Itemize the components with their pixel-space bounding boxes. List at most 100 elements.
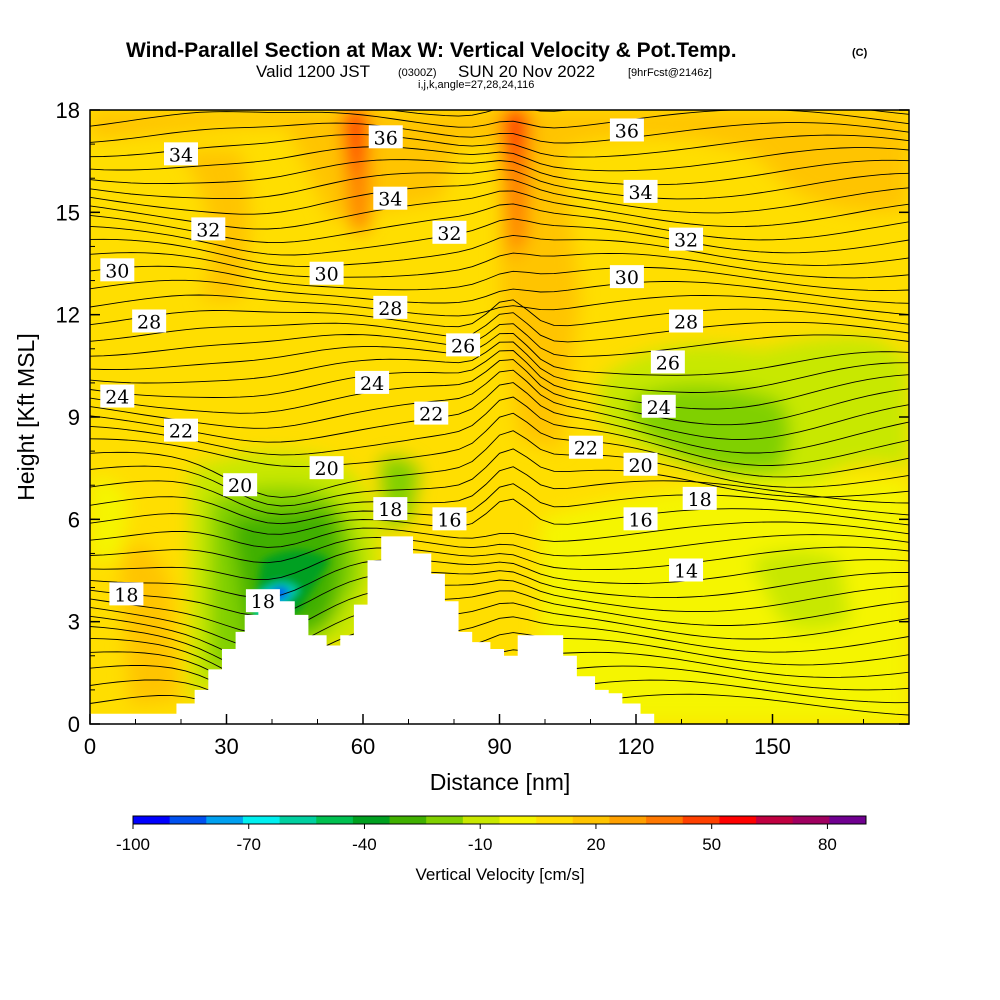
x-axis-label: Distance [nm] bbox=[430, 769, 571, 795]
contour-label-box bbox=[373, 295, 408, 319]
colorbar-frame bbox=[132, 815, 867, 825]
contour-line bbox=[90, 382, 909, 454]
contour-label-box bbox=[641, 394, 676, 418]
contour-label-box bbox=[650, 350, 685, 374]
contour-label-text: 22 bbox=[419, 404, 443, 426]
colorbar-label: Vertical Velocity [cm/s] bbox=[415, 865, 584, 884]
contour-label-box bbox=[191, 217, 226, 241]
contour-label-box bbox=[368, 125, 403, 149]
field-shading bbox=[90, 110, 909, 724]
contour-label-text: 22 bbox=[169, 421, 193, 443]
contour-line bbox=[90, 359, 909, 426]
contour-label: 34 bbox=[623, 179, 658, 204]
x-tick-label: 0 bbox=[84, 734, 96, 759]
colorbar-swatch bbox=[389, 816, 427, 824]
contour-label-text: 30 bbox=[615, 267, 639, 289]
contour-label-box bbox=[309, 456, 344, 480]
contour-label-box bbox=[109, 582, 144, 606]
contour-label-text: 36 bbox=[615, 120, 639, 142]
colorbar-swatch bbox=[756, 816, 794, 824]
contour-label-text: 34 bbox=[378, 189, 402, 211]
contour-line bbox=[90, 190, 909, 230]
colorbar-swatch bbox=[426, 816, 464, 824]
x-tick-label: 30 bbox=[214, 734, 238, 759]
colorbar-tick-label: 80 bbox=[818, 835, 837, 854]
contour-label-box bbox=[414, 401, 449, 425]
contour-label-box bbox=[100, 258, 135, 282]
contour-label: 30 bbox=[309, 261, 344, 286]
contour-label-box bbox=[373, 497, 408, 521]
contour-label: 36 bbox=[368, 125, 403, 149]
contour-line bbox=[90, 279, 909, 304]
colorbar-tick-label: -70 bbox=[236, 835, 261, 854]
contour-line bbox=[90, 498, 909, 535]
contour-label-text: 34 bbox=[169, 144, 193, 166]
y-tick-label: 0 bbox=[68, 712, 80, 737]
contour-label-text: 30 bbox=[105, 260, 129, 282]
contour-label: 24 bbox=[100, 384, 135, 409]
contour-labels: 34 36 36 34 34 32 32 32 30 30 30 28 28 28 26 26 24 24 24 22… bbox=[100, 118, 717, 613]
colorbar-swatch bbox=[536, 816, 574, 824]
contour-label-text: 30 bbox=[315, 264, 339, 286]
colorbar-swatch bbox=[206, 816, 244, 824]
contour-label: 18 bbox=[682, 486, 717, 511]
colorbar-swatch bbox=[609, 816, 647, 824]
contour-line bbox=[90, 299, 909, 328]
contour-label-text: 32 bbox=[674, 230, 698, 252]
contour-line bbox=[90, 396, 909, 466]
contour-label: 22 bbox=[414, 401, 449, 426]
contour-line bbox=[90, 534, 909, 564]
contour-line bbox=[90, 369, 909, 440]
contour-label-text: 32 bbox=[437, 223, 461, 245]
contour-label-text: 24 bbox=[647, 397, 671, 419]
contour-label-text: 20 bbox=[628, 455, 652, 477]
contour-label-text: 24 bbox=[105, 387, 129, 409]
colorbar-swatch bbox=[792, 816, 830, 824]
contour-label: 36 bbox=[609, 118, 644, 142]
contour-label-box bbox=[432, 507, 467, 531]
contour-label-box bbox=[669, 227, 704, 251]
contour-line bbox=[90, 110, 909, 129]
colorbar-swatch bbox=[499, 816, 537, 824]
contour-label: 26 bbox=[650, 350, 685, 374]
colorbar-swatch bbox=[829, 816, 867, 824]
contour-label-box bbox=[355, 370, 390, 394]
x-tick-label: 90 bbox=[487, 734, 511, 759]
contour-line bbox=[90, 312, 909, 343]
colorbar-swatch bbox=[316, 816, 354, 824]
contour-label: 22 bbox=[568, 435, 603, 460]
x-tick-label: 60 bbox=[351, 734, 375, 759]
contour-line bbox=[90, 590, 909, 651]
y-tick-label: 9 bbox=[68, 405, 80, 430]
contour-line bbox=[90, 218, 909, 256]
chart-header: Wind-Parallel Section at Max W: Vertical… bbox=[126, 39, 868, 91]
contour-label: 20 bbox=[623, 452, 658, 477]
contour-label-box bbox=[609, 118, 644, 142]
colorbar-swatch bbox=[169, 816, 207, 824]
contour-line bbox=[90, 122, 909, 144]
contour-label: 28 bbox=[669, 309, 704, 333]
contour-label-box bbox=[623, 507, 658, 531]
y-tick-label: 18 bbox=[56, 98, 80, 123]
contour-line bbox=[90, 483, 909, 525]
contour-label-text: 22 bbox=[574, 438, 598, 460]
y-tick-label: 3 bbox=[68, 610, 80, 635]
contour-line bbox=[90, 203, 909, 244]
contour-label-text: 18 bbox=[688, 489, 712, 511]
contour-label: 22 bbox=[164, 418, 198, 443]
contour-line bbox=[90, 265, 909, 291]
contour-label-box bbox=[623, 452, 658, 476]
contour-line bbox=[90, 168, 909, 200]
colorbar-tick-label: 20 bbox=[586, 835, 605, 854]
contour-label-text: 34 bbox=[628, 182, 652, 204]
contour-label: 34 bbox=[373, 186, 408, 211]
contour-label-box bbox=[164, 142, 198, 166]
contour-label-text: 28 bbox=[137, 311, 161, 333]
contour-label-text: 36 bbox=[374, 127, 398, 149]
contour-label-box bbox=[223, 473, 258, 497]
copyright-mark: (C) bbox=[852, 47, 868, 59]
contour-label-box bbox=[623, 179, 658, 203]
contour-line bbox=[90, 146, 909, 172]
contour-label: 14 bbox=[669, 558, 704, 583]
contour-line bbox=[90, 350, 909, 410]
